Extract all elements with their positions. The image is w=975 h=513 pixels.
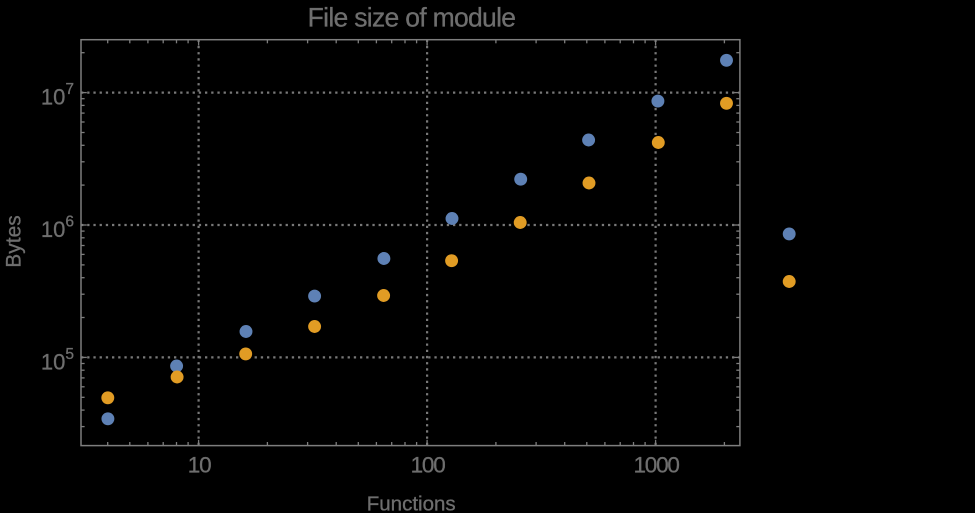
svg-text:1000: 1000 — [633, 452, 679, 477]
svg-text:Functions: Functions — [367, 493, 456, 513]
svg-text:105: 105 — [41, 346, 74, 375]
svg-text:107: 107 — [41, 81, 74, 110]
svg-text:File size of module: File size of module — [308, 2, 516, 32]
svg-text:106: 106 — [41, 214, 74, 243]
svg-text:100: 100 — [411, 452, 446, 477]
svg-text:10: 10 — [188, 452, 211, 477]
svg-text:Bytes: Bytes — [3, 215, 26, 268]
